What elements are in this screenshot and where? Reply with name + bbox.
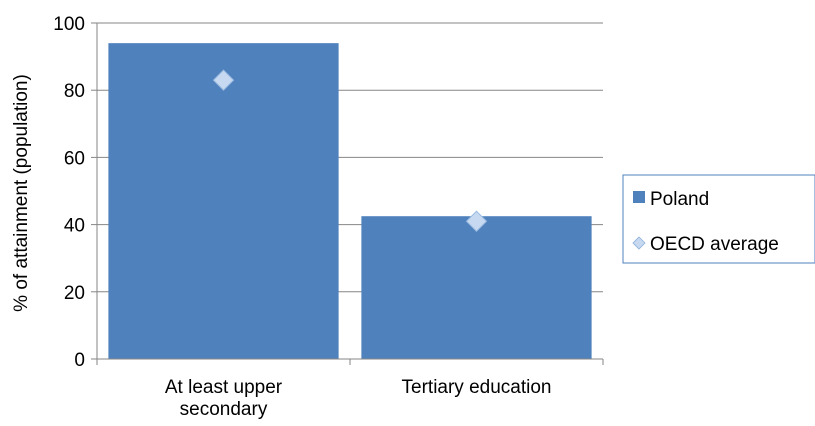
- axes: [91, 22, 604, 365]
- x-category-label: At least upper secondary: [165, 377, 283, 420]
- y-tick-label: 100: [53, 14, 85, 35]
- legend-swatch-poland: [633, 191, 645, 203]
- marker-oecd-average-tertiary-education: [465, 210, 488, 232]
- y-tick-label: 0: [74, 350, 85, 371]
- legend-box: [622, 174, 815, 264]
- x-category-label: Tertiary education: [402, 377, 552, 398]
- bar-poland-at-least-upper-secondary: [108, 43, 339, 359]
- y-tick-label: 60: [64, 148, 85, 169]
- marker-oecd-average-at-least-upper-secondary: [212, 69, 235, 91]
- legend-label-poland: Poland: [650, 189, 709, 210]
- legend-label-oecd-average: OECD average: [650, 234, 779, 255]
- labels: 0 20 40 60 80 100 At least upper secondary Terti…: [53, 14, 551, 420]
- legend-swatch-oecd-average: [632, 236, 646, 250]
- y-tick-label: 20: [64, 283, 85, 304]
- y-tick-label: 80: [64, 81, 85, 102]
- legend: Poland OECD average: [622, 174, 815, 264]
- bars: [108, 43, 592, 359]
- y-tick-label: 40: [64, 216, 85, 237]
- bar-poland-tertiary-education: [361, 216, 592, 359]
- markers: [212, 69, 488, 232]
- y-axis-title: % of attainment (population): [11, 74, 32, 312]
